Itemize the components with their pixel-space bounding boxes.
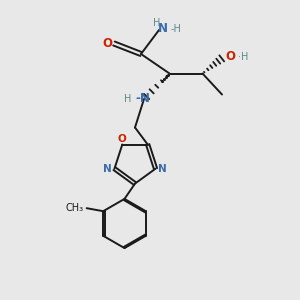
- Text: N: N: [158, 164, 167, 174]
- Text: N: N: [158, 22, 168, 35]
- Text: CH₃: CH₃: [66, 203, 84, 213]
- Text: H: H: [124, 94, 131, 104]
- Text: -N: -N: [136, 92, 151, 106]
- Text: O: O: [118, 134, 127, 144]
- Text: H: H: [153, 18, 160, 28]
- Text: O: O: [225, 50, 235, 64]
- Text: -H: -H: [170, 23, 181, 34]
- Text: O: O: [102, 37, 112, 50]
- Text: ·H: ·H: [238, 52, 248, 62]
- Text: N: N: [103, 164, 112, 174]
